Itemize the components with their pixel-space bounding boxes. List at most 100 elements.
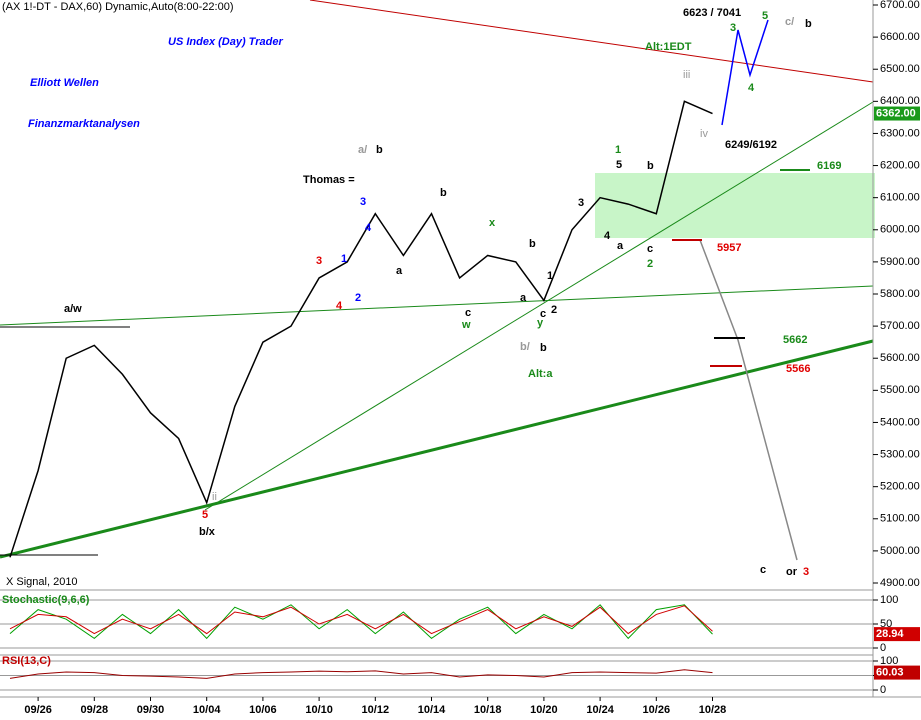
annotation: 5: [202, 509, 208, 521]
annotation: a: [617, 240, 624, 252]
y-tick-label: 50: [880, 618, 892, 630]
panel-title: RSI(13,C): [2, 655, 51, 667]
annotation: b: [529, 238, 536, 250]
annotation: a/w: [64, 303, 82, 315]
annotation: 6249/6192: [725, 139, 777, 151]
annotation: 3: [578, 197, 584, 209]
price-line: [9, 605, 713, 635]
y-tick-label: 6700.00: [880, 0, 920, 11]
annotation: c/: [785, 16, 794, 28]
y-tick-label: 5600.00: [880, 352, 920, 364]
annotation: 1: [547, 270, 553, 282]
annotation: 4: [336, 300, 343, 312]
annotation: b: [540, 342, 547, 354]
y-tick-label: 0: [880, 642, 886, 654]
y-tick-label: 6100.00: [880, 192, 920, 204]
x-tick-label: 10/04: [193, 704, 221, 716]
annotation: 6169: [817, 160, 841, 172]
y-tick-label: 5900.00: [880, 256, 920, 268]
annotation: Finanzmarktanalysen: [28, 118, 140, 130]
trend-line: [0, 285, 874, 326]
annotation: c: [540, 308, 546, 320]
y-tick-label: 6500.00: [880, 63, 920, 75]
current-value-box: [874, 106, 920, 121]
annotation: 2: [551, 304, 557, 316]
price-line: [9, 100, 713, 558]
y-tick-label: 5200.00: [880, 481, 920, 493]
current-value-label: 60.03: [876, 666, 904, 678]
y-tick-label: 6600.00: [880, 31, 920, 43]
y-tick-label: 5300.00: [880, 448, 920, 460]
x-tick-label: 10/24: [586, 704, 614, 716]
annotation: a/: [358, 144, 367, 156]
x-tick-label: 10/10: [305, 704, 333, 716]
current-value-label: 28.94: [876, 628, 904, 640]
x-tick-label: 10/20: [530, 704, 558, 716]
y-tick-label: 100: [880, 594, 898, 606]
y-tick-label: 6200.00: [880, 159, 920, 171]
annotation: or: [786, 566, 798, 578]
annotation: 5566: [786, 363, 810, 375]
y-tick-label: 4900.00: [880, 577, 920, 589]
annotation: 5: [616, 159, 622, 171]
price-line: [9, 669, 713, 679]
annotation: b/x: [199, 526, 216, 538]
annotation: w: [461, 319, 471, 331]
annotation: Alt:a: [528, 368, 553, 380]
projection: [721, 19, 769, 126]
annotation: b: [805, 18, 812, 30]
x-tick-label: 09/30: [137, 704, 165, 716]
annotation: X Signal, 2010: [6, 576, 78, 588]
panel-title: Stochastic(9,6,6): [2, 594, 90, 606]
annotation: 5957: [717, 242, 741, 254]
annotation: 4: [604, 230, 611, 242]
annotation: 3: [730, 22, 736, 34]
projection: [699, 239, 798, 561]
annotation: a: [520, 292, 527, 304]
annotation: b: [647, 160, 654, 172]
x-tick-label: 10/12: [362, 704, 390, 716]
annotation: iii: [683, 69, 690, 81]
x-tick-label: 09/28: [81, 704, 109, 716]
annotation: 5662: [783, 334, 807, 346]
annotation: 5: [762, 10, 768, 22]
x-tick-label: 10/28: [699, 704, 727, 716]
annotation: c: [465, 307, 471, 319]
annotation: c: [760, 564, 766, 576]
trend-line: [309, 0, 874, 83]
annotation: 4: [365, 222, 372, 234]
annotation: 3: [316, 255, 322, 267]
annotation: 6623 / 7041: [683, 7, 741, 19]
y-tick-label: 100: [880, 655, 898, 667]
y-tick-label: 6400.00: [880, 95, 920, 107]
annotation: 1: [615, 144, 621, 156]
annotation: US Index (Day) Trader: [168, 36, 283, 48]
annotation: b: [440, 187, 447, 199]
annotation: b: [376, 144, 383, 156]
x-tick-label: 09/26: [24, 704, 52, 716]
annotation: ii: [212, 491, 217, 503]
y-tick-label: 5100.00: [880, 513, 920, 525]
annotation: 1: [341, 253, 347, 265]
y-tick-label: 5400.00: [880, 416, 920, 428]
annotation: b/: [520, 341, 530, 353]
annotation: x: [489, 217, 496, 229]
annotation: 2: [647, 258, 653, 270]
panel-borders: [0, 0, 921, 698]
annotation: 3: [803, 566, 809, 578]
x-tick-label: 10/26: [643, 704, 671, 716]
annotation: Alt:1EDT: [645, 41, 692, 53]
y-tick-label: 5500.00: [880, 384, 920, 396]
current-value-box: [874, 665, 920, 680]
current-value-label: 6362.00: [876, 107, 916, 119]
y-tick-label: 0: [880, 684, 886, 696]
target-zone: [595, 173, 875, 238]
trend-line: [0, 339, 874, 559]
y-tick-label: 5700.00: [880, 320, 920, 332]
x-tick-label: 10/14: [418, 704, 446, 716]
y-tick-label: 6300.00: [880, 127, 920, 139]
y-tick-label: 6000.00: [880, 224, 920, 236]
x-tick-label: 10/06: [249, 704, 277, 716]
